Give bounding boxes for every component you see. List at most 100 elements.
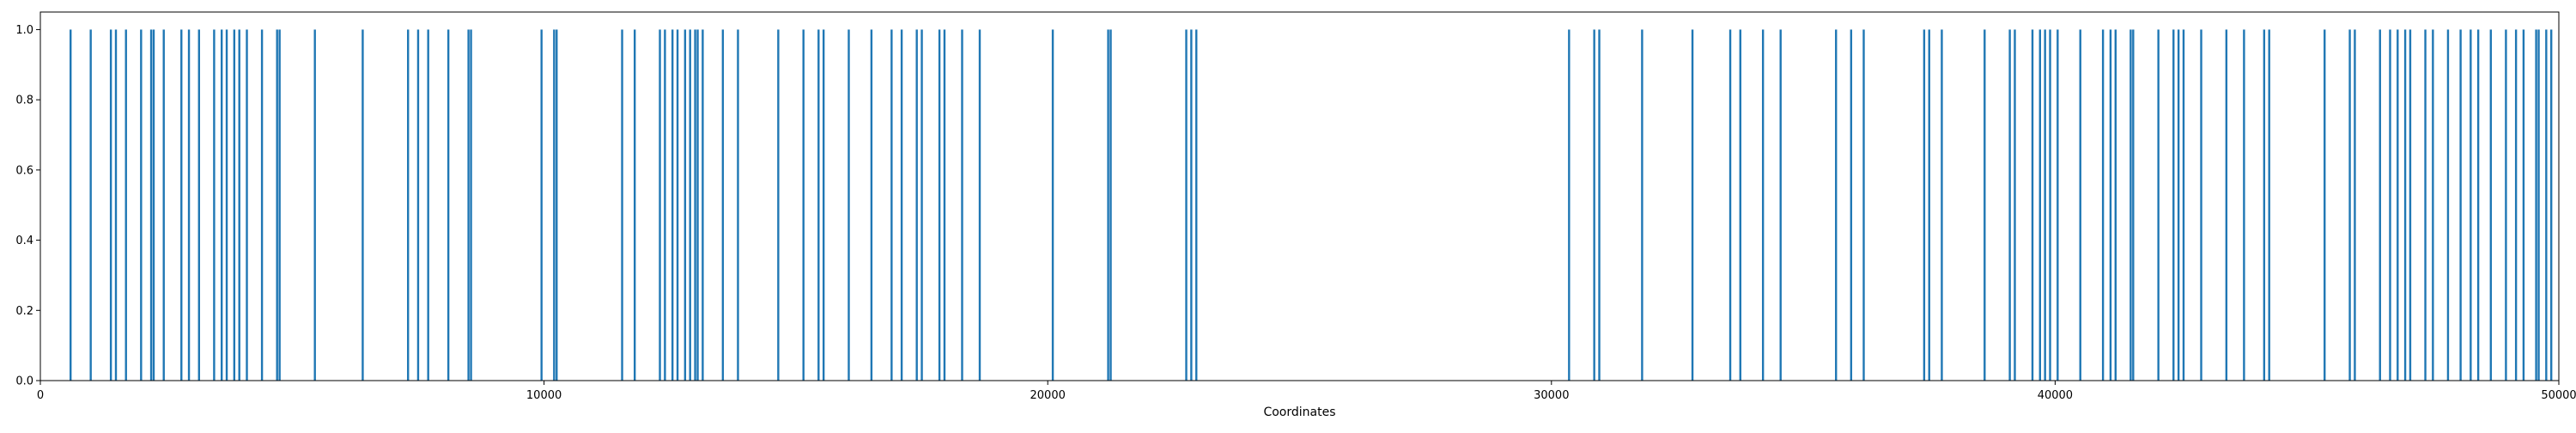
bar-mark (2489, 29, 2493, 381)
bar-mark (2432, 29, 2434, 381)
bar-mark (416, 29, 420, 381)
bar-mark (802, 29, 805, 381)
bar-mark (447, 29, 450, 381)
bar-mark (696, 29, 699, 381)
bar-mark (125, 29, 127, 381)
bar-mark (1923, 29, 1926, 381)
bar-mark (1593, 29, 1595, 381)
bar-mark (1941, 29, 1943, 381)
bar-mark (1195, 29, 1198, 381)
bar-mark (2182, 29, 2185, 381)
bar-mark (2446, 29, 2450, 381)
bar-mark (671, 29, 674, 381)
bar-mark (407, 29, 410, 381)
bar-mark (1779, 29, 1782, 381)
bar-mark (2177, 29, 2180, 381)
bar-mark (162, 29, 165, 381)
bar-mark (2038, 29, 2041, 381)
y-tick-label: 0.4 (15, 235, 33, 247)
bar-mark (676, 29, 679, 381)
bar-mark (2049, 29, 2051, 381)
bar-mark (233, 29, 236, 381)
bar-mark (2537, 29, 2540, 381)
x-tick-label: 40000 (2038, 389, 2073, 402)
bar-mark (1641, 29, 1643, 381)
bar-mark (2129, 29, 2132, 381)
bar-mark (2172, 29, 2175, 381)
x-tick-label: 30000 (1534, 389, 1569, 402)
bar-mark (633, 29, 636, 381)
bar-mark (2397, 29, 2399, 381)
bar-mark (2379, 29, 2381, 381)
bar-mark (1598, 29, 1601, 381)
bar-mark (114, 29, 118, 381)
bar-mark (109, 29, 112, 381)
bar-mark (2079, 29, 2081, 381)
bar-mark (1691, 29, 1694, 381)
bar-mark (2348, 29, 2351, 381)
axes-frame (39, 11, 2560, 381)
bar-mark (1728, 29, 1732, 381)
bar-mark (2550, 29, 2553, 381)
bar-mark (1850, 29, 1853, 381)
bar-mark (900, 29, 903, 381)
bar-mark (721, 29, 725, 381)
bar-mark (1107, 29, 1109, 381)
y-axis-ticks: 0.0 0.2 0.4 0.6 0.8 1.0 (15, 24, 40, 388)
bar-mark (246, 29, 248, 381)
bar-mark (1862, 29, 1865, 381)
bar-mark (2243, 29, 2245, 381)
bar-mark (1190, 29, 1193, 381)
bar-mark (556, 29, 558, 381)
bar-mark (2459, 29, 2462, 381)
bar-mark (2324, 29, 2326, 381)
bar-mark (2476, 29, 2480, 381)
bar-mark (943, 29, 946, 381)
bar-mark (313, 29, 316, 381)
bar-mark (2157, 29, 2160, 381)
bar-mark (1185, 29, 1188, 381)
y-tick-label: 0.0 (15, 375, 33, 388)
x-tick-label: 10000 (526, 389, 562, 402)
bar-mark (2044, 29, 2046, 381)
bar-mark (1835, 29, 1838, 381)
bar-mark (1739, 29, 1741, 381)
x-axis-label: Coordinates (1263, 406, 1335, 419)
bar-mark (2031, 29, 2034, 381)
bar-mark (2132, 29, 2135, 381)
bar-mark (152, 29, 155, 381)
bar-mark (683, 29, 687, 381)
bar-mark (140, 29, 143, 381)
bar-mark (870, 29, 873, 381)
bar-mark (278, 29, 281, 381)
bar-mark (180, 29, 183, 381)
x-tick-label: 20000 (1030, 389, 1066, 402)
bar-mark (2403, 29, 2407, 381)
bar-mark (689, 29, 691, 381)
bar-mark (848, 29, 850, 381)
bar-mark (2424, 29, 2427, 381)
bar-mark (1109, 29, 1112, 381)
bar-mark (2101, 29, 2105, 381)
bar-mark (2389, 29, 2391, 381)
y-tick-label: 0.8 (15, 95, 33, 107)
bar-mark (2014, 29, 2016, 381)
bar-mark (2545, 29, 2548, 381)
bar-mark (664, 29, 666, 381)
bar-mark (2470, 29, 2472, 381)
bar-mark (361, 29, 364, 381)
bar-mark (978, 29, 981, 381)
bar-mark (1761, 29, 1765, 381)
bar-mark (220, 29, 223, 381)
bar-mark (737, 29, 739, 381)
bar-mark (777, 29, 780, 381)
bar-mark (1568, 29, 1571, 381)
bar-mark (2109, 29, 2112, 381)
bar-mark (890, 29, 893, 381)
bar-mark (920, 29, 923, 381)
bar-mark (540, 29, 543, 381)
bar-mark (1928, 29, 1930, 381)
x-tick-label: 0 (37, 389, 44, 402)
bar-mark (2114, 29, 2117, 381)
